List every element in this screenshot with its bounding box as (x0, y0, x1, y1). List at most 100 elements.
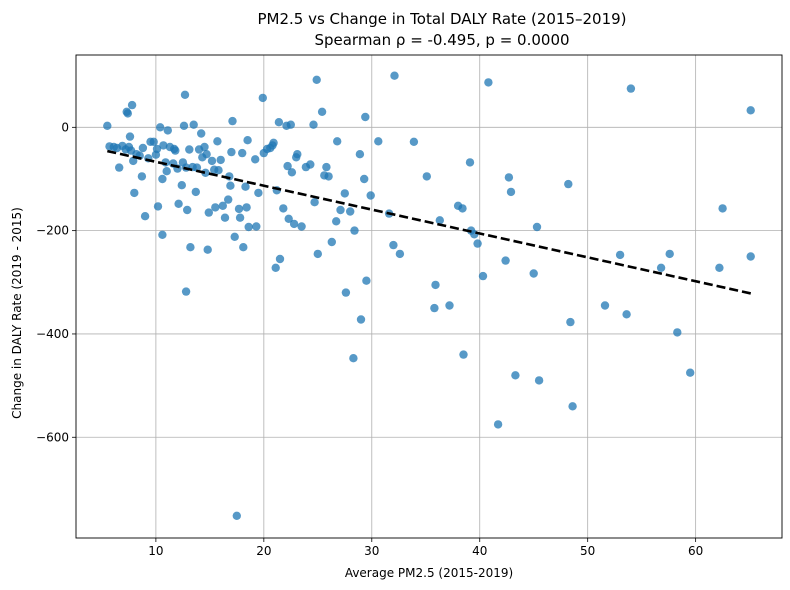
data-point (390, 71, 399, 80)
data-point (125, 132, 135, 141)
data-point (310, 198, 319, 207)
data-point (137, 172, 147, 181)
data-point (566, 317, 575, 327)
data-point (254, 188, 263, 198)
data-point (138, 143, 148, 153)
data-point (317, 107, 327, 117)
data-point (149, 137, 158, 146)
data-point (529, 269, 538, 278)
data-point (600, 301, 610, 310)
data-point (686, 368, 695, 377)
x-tick-label: 40 (472, 544, 487, 558)
chart-title: PM2.5 vs Change in Total DALY Rate (2015… (257, 10, 626, 28)
data-point (238, 148, 247, 158)
data-point (156, 123, 165, 132)
data-point (159, 141, 168, 150)
data-point (202, 150, 211, 159)
data-point (234, 204, 244, 214)
data-point (201, 168, 210, 177)
data-point (286, 120, 295, 129)
data-point (504, 173, 514, 182)
data-point (350, 226, 359, 235)
data-point (220, 213, 230, 222)
axis-ticks: 10 20 30 40 50 60 0 −200 −400 −600 (36, 120, 703, 558)
data-point (252, 222, 261, 231)
data-point (197, 129, 206, 138)
data-point (241, 182, 250, 191)
scatter-points (103, 71, 755, 520)
data-point (746, 252, 755, 261)
data-point (158, 230, 167, 239)
data-point (163, 126, 172, 135)
data-point (409, 137, 419, 146)
data-point (153, 202, 163, 211)
data-point (484, 78, 493, 87)
data-point (360, 174, 369, 184)
data-point (626, 84, 636, 93)
data-point (279, 204, 288, 213)
data-point (103, 121, 112, 130)
data-point (332, 217, 341, 226)
data-point (356, 315, 366, 324)
data-point (478, 271, 488, 281)
x-tick-label: 20 (256, 544, 271, 558)
data-point (312, 75, 321, 85)
data-point (532, 222, 542, 232)
data-point (214, 166, 223, 175)
data-point (366, 191, 375, 200)
data-point (715, 263, 724, 272)
data-point (389, 240, 398, 250)
data-point (213, 137, 222, 146)
data-point (204, 208, 213, 217)
data-point (180, 90, 190, 100)
data-point (289, 219, 299, 229)
data-point (506, 187, 516, 197)
data-point (622, 310, 631, 319)
data-point (232, 511, 241, 520)
data-point (211, 203, 220, 212)
data-point (244, 222, 253, 232)
data-point (203, 245, 212, 254)
data-point (458, 204, 467, 213)
data-point (501, 256, 510, 265)
data-point (123, 109, 132, 118)
data-point (665, 249, 674, 259)
data-point (171, 146, 180, 155)
data-point (283, 161, 292, 171)
data-point (430, 303, 439, 313)
data-point (435, 216, 444, 225)
data-point (258, 93, 267, 103)
data-point (395, 249, 405, 259)
data-point (200, 142, 209, 152)
data-point (473, 239, 482, 248)
x-tick-label: 60 (688, 544, 703, 558)
data-point (174, 199, 183, 208)
data-point (243, 136, 252, 145)
data-point (284, 214, 293, 223)
data-point (287, 168, 297, 177)
y-tick-label: −600 (36, 430, 69, 444)
data-point (127, 100, 137, 110)
data-point (179, 121, 189, 130)
data-point (177, 181, 186, 190)
data-point (183, 205, 192, 215)
data-point (493, 420, 503, 429)
data-point (162, 167, 171, 176)
data-point (242, 203, 251, 212)
data-point (140, 212, 150, 221)
data-point (313, 249, 322, 259)
data-point (324, 172, 333, 181)
data-point (656, 263, 666, 272)
data-point (361, 112, 370, 122)
data-point (227, 147, 236, 157)
data-point (271, 263, 280, 272)
data-point (297, 222, 306, 231)
data-point (115, 163, 124, 172)
data-point (230, 232, 239, 241)
data-point (511, 371, 520, 380)
data-point (228, 116, 237, 126)
plot-frame (75, 54, 783, 539)
data-point (306, 160, 315, 169)
